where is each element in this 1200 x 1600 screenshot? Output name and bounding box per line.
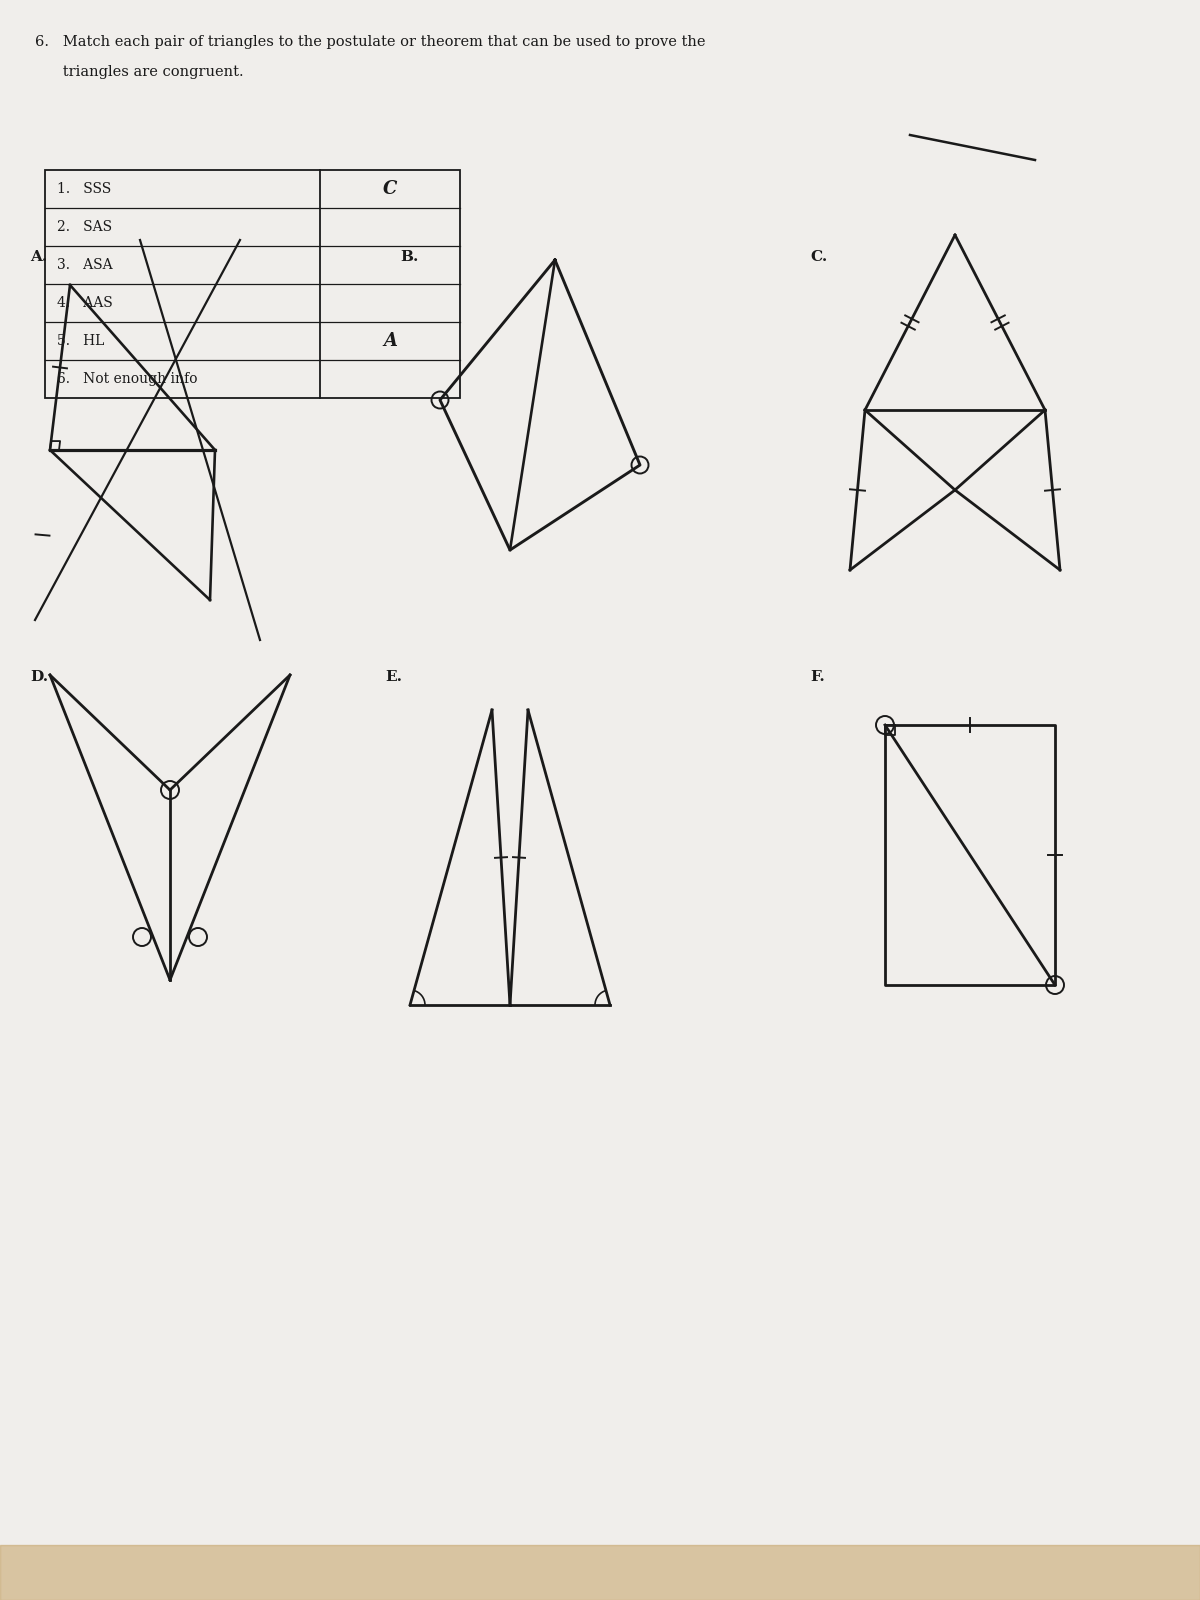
Text: 6.   Not enough info: 6. Not enough info (58, 371, 198, 386)
Text: C: C (383, 179, 397, 198)
Text: 1.   SSS: 1. SSS (58, 182, 112, 195)
Text: C.: C. (810, 250, 827, 264)
Text: D.: D. (30, 670, 48, 683)
Text: 4.   AAS: 4. AAS (58, 296, 113, 310)
Text: 6.   Match each pair of triangles to the postulate or theorem that can be used t: 6. Match each pair of triangles to the p… (35, 35, 706, 50)
Text: 3.   ASA: 3. ASA (58, 258, 113, 272)
Text: A: A (383, 333, 397, 350)
Text: A.: A. (30, 250, 47, 264)
Text: E.: E. (385, 670, 402, 683)
Text: 2.   SAS: 2. SAS (58, 219, 112, 234)
Text: F.: F. (810, 670, 824, 683)
Text: 5.   HL: 5. HL (58, 334, 104, 349)
Text: triangles are congruent.: triangles are congruent. (35, 66, 244, 78)
Text: B.: B. (400, 250, 419, 264)
Bar (46, 170, 460, 398)
